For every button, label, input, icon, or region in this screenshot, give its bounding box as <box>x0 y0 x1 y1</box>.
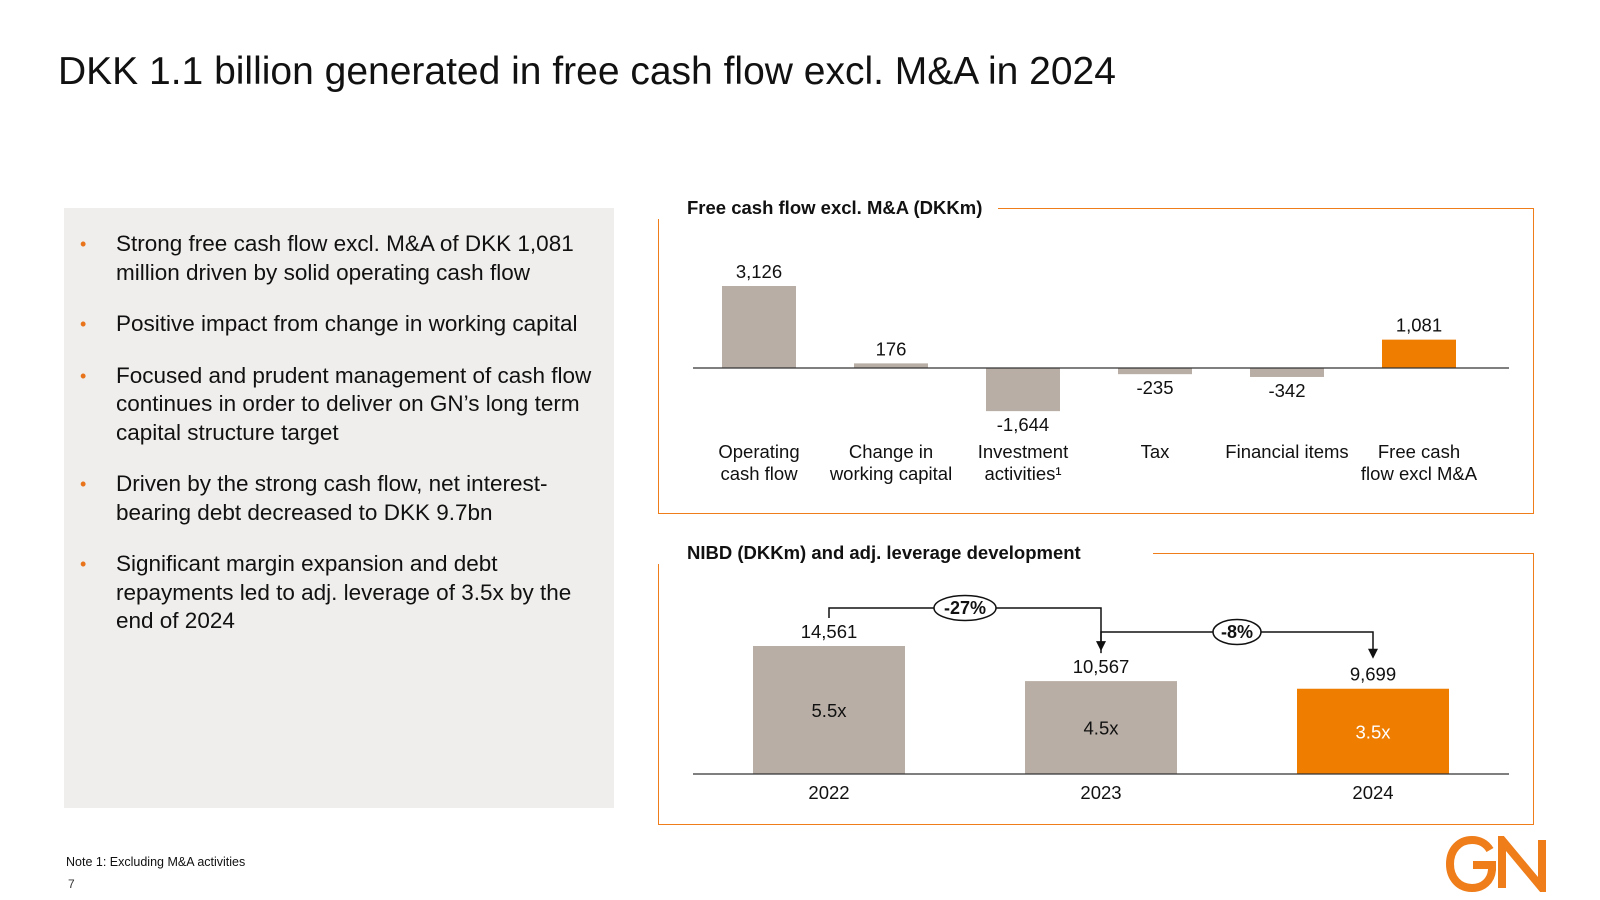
bullet-dot-icon: • <box>80 474 87 494</box>
bullet-item: • Strong free cash flow excl. M&A of DKK … <box>80 231 574 285</box>
fcf-bar <box>1118 368 1192 375</box>
fcf-chart-title: Free cash flow excl. M&A (DKKm) <box>657 197 999 219</box>
nibd-bar-chart: 14,561 5.5x 2022 10,567 4.5x 2023 9,699 3.5x 202… <box>693 594 1509 803</box>
change-label: -8% <box>1221 622 1253 642</box>
bullet-item: • Focused and prudent management of cash … <box>80 362 592 445</box>
fcf-bar <box>986 368 1060 412</box>
fcf-category-label: Free cash <box>1378 441 1460 462</box>
fcf-value-label: 3,126 <box>736 261 782 282</box>
fcf-value-label: -1,644 <box>997 414 1049 435</box>
bullet-item: • Significant margin expansion and debt r… <box>80 551 572 633</box>
fcf-value-label: -342 <box>1268 380 1305 401</box>
year-label: 2023 <box>1080 782 1121 803</box>
fcf-chart-box: Free cash flow excl. M&A (DKKm) 3,126 Ope… <box>657 197 1534 514</box>
fcf-value-label: 1,081 <box>1396 315 1442 336</box>
bullet-dot-icon: • <box>80 365 87 386</box>
fcf-category-label: Financial items <box>1225 441 1348 462</box>
fcf-value-label: -235 <box>1136 377 1173 398</box>
nibd-bar <box>1297 688 1449 774</box>
change-label: -27% <box>944 598 986 618</box>
change-arrow-icon <box>1368 648 1378 659</box>
summary-panel: • Strong free cash flow excl. M&A of DKK … <box>64 208 614 808</box>
leverage-label: 4.5x <box>1084 718 1120 739</box>
fcf-category-label: Investment <box>978 441 1069 462</box>
fcf-category-label: cash flow <box>720 463 798 484</box>
bullet-item: • Driven by the strong cash flow, net int… <box>80 471 548 525</box>
nibd-bar <box>753 646 905 774</box>
bullet-item: • Positive impact from change in working … <box>80 310 594 339</box>
fcf-category-label: Change in <box>849 441 933 462</box>
fcf-bar <box>854 363 928 368</box>
fcf-bar <box>1382 339 1456 368</box>
fcf-category-label: Tax <box>1141 441 1171 462</box>
fcf-category-label: activities¹ <box>984 463 1061 484</box>
fcf-bar <box>722 286 796 368</box>
nibd-value-label: 9,699 <box>1350 664 1396 685</box>
bullet-list: • Strong free cash flow excl. M&A of DKK … <box>64 208 614 636</box>
change-badge <box>1212 618 1262 646</box>
bullet-dot-icon: • <box>80 314 87 334</box>
nibd-chart-box: NIBD (DKKm) and adj. leverage developmen… <box>657 542 1534 825</box>
nibd-value-label: 10,567 <box>1073 656 1130 677</box>
change-badge <box>933 594 997 622</box>
year-label: 2022 <box>808 782 849 803</box>
nibd-value-label: 14,561 <box>801 621 858 642</box>
fcf-category-label: working capital <box>829 463 952 484</box>
nibd-bar <box>1025 681 1177 774</box>
bullet-dot-icon: • <box>80 554 87 574</box>
fcf-category-label: flow excl M&A <box>1361 463 1478 484</box>
nibd-chart-title: NIBD (DKKm) and adj. leverage developmen… <box>657 542 1153 564</box>
gn-logo: GN <box>1446 836 1546 892</box>
footnote: Note 1: Excluding M&A activities <box>66 855 246 869</box>
leverage-label: 3.5x <box>1356 721 1392 742</box>
fcf-bar <box>1250 368 1324 377</box>
fcf-category-label: Operating <box>718 441 799 462</box>
leverage-label: 5.5x <box>812 700 848 721</box>
page-title: DKK 1.1 billion generated in free cash f… <box>58 50 1116 93</box>
page-number: 7 <box>68 877 75 891</box>
bullet-dot-icon: • <box>80 234 87 254</box>
fcf-value-label: 176 <box>876 338 907 359</box>
year-label: 2024 <box>1352 782 1393 803</box>
